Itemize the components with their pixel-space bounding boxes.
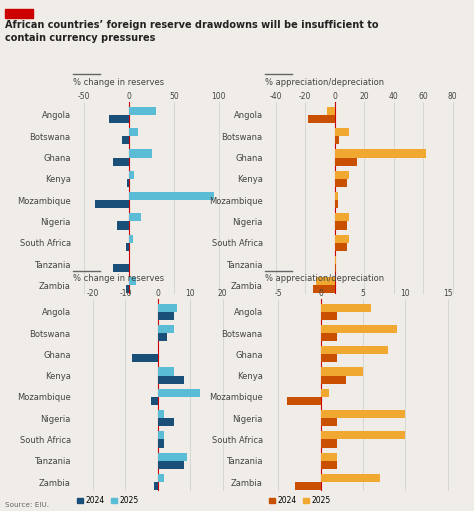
Bar	[335, 213, 349, 221]
Bar	[151, 397, 158, 405]
Bar	[158, 312, 174, 320]
Bar	[320, 312, 337, 320]
Bar	[335, 256, 336, 264]
Bar	[320, 410, 405, 418]
Bar	[320, 354, 337, 362]
Bar	[320, 389, 329, 397]
Bar	[127, 285, 129, 293]
Bar	[313, 285, 335, 293]
Bar	[335, 179, 346, 187]
Bar	[109, 115, 129, 123]
Text: % change in reserves: % change in reserves	[73, 274, 164, 284]
Bar	[320, 333, 337, 341]
Text: contain currency pressures: contain currency pressures	[5, 33, 155, 43]
Bar	[320, 304, 371, 312]
Bar	[335, 235, 349, 243]
Bar	[158, 389, 200, 397]
Bar	[158, 376, 183, 384]
Bar	[295, 482, 320, 490]
Bar	[158, 431, 164, 439]
Bar	[320, 376, 346, 384]
Bar	[128, 179, 129, 187]
Bar	[158, 410, 164, 418]
Bar	[158, 461, 183, 469]
Bar	[118, 221, 129, 229]
Bar	[287, 397, 320, 405]
Text: Source: EIU.: Source: EIU.	[5, 502, 49, 508]
Bar	[129, 128, 138, 136]
Legend: 2024, 2025: 2024, 2025	[77, 496, 139, 505]
Bar	[129, 235, 133, 243]
Bar	[158, 333, 167, 341]
Legend: 2024, 2025: 2024, 2025	[269, 496, 331, 505]
Bar	[158, 367, 174, 376]
Bar	[320, 346, 388, 354]
Bar	[335, 264, 336, 272]
Bar	[122, 136, 129, 144]
Text: % change in reserves: % change in reserves	[73, 78, 164, 87]
Bar	[320, 431, 405, 439]
Bar	[129, 277, 136, 285]
Text: African countries’ foreign reserve drawdowns will be insufficient to: African countries’ foreign reserve drawd…	[5, 20, 378, 31]
Bar	[129, 171, 134, 179]
Bar	[335, 171, 349, 179]
Bar	[320, 418, 337, 426]
Bar	[158, 418, 174, 426]
Bar	[335, 243, 346, 251]
Bar	[129, 149, 152, 157]
Bar	[158, 325, 174, 333]
Text: % appreciation/depreciation: % appreciation/depreciation	[265, 78, 384, 87]
Legend: 2022, 2023: 2022, 2023	[269, 299, 330, 309]
Bar	[158, 453, 187, 461]
Legend: 2022, 2023: 2022, 2023	[77, 299, 138, 309]
Bar	[129, 107, 156, 115]
Bar	[132, 354, 158, 362]
Text: % appreciation/depreciation: % appreciation/depreciation	[265, 274, 384, 284]
Bar	[320, 453, 337, 461]
Bar	[335, 128, 349, 136]
Bar	[113, 264, 129, 272]
Bar	[158, 474, 164, 482]
Bar	[113, 157, 129, 166]
Bar	[155, 482, 158, 490]
Bar	[335, 200, 337, 208]
Bar	[320, 461, 337, 469]
Bar	[335, 149, 426, 157]
Bar	[320, 474, 380, 482]
Bar	[320, 367, 363, 376]
Bar	[335, 136, 339, 144]
Bar	[328, 107, 335, 115]
Bar	[127, 243, 129, 251]
Bar	[158, 304, 177, 312]
Bar	[320, 439, 337, 448]
Bar	[308, 115, 335, 123]
Bar	[335, 221, 346, 229]
Bar	[158, 439, 164, 448]
Bar	[129, 192, 214, 200]
Bar	[95, 200, 129, 208]
Bar	[335, 192, 337, 200]
Bar	[316, 277, 335, 285]
Bar	[335, 157, 357, 166]
Bar	[320, 325, 397, 333]
Bar	[129, 213, 141, 221]
